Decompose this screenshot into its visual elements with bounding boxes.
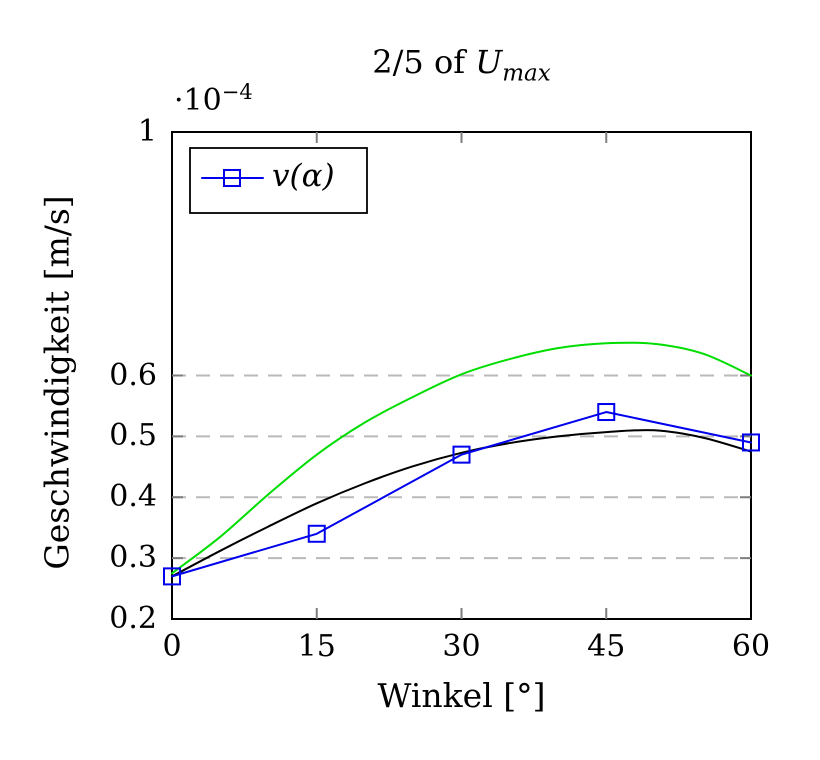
data-point-marker [163,567,181,586]
data-point-marker [307,524,326,543]
y-tick-label: 0.2 [109,601,157,636]
y-tick-label: 1 [137,114,157,149]
x-tick-label: 45 [587,629,626,664]
legend-sample-marker [223,169,241,187]
x-tick-label: 60 [731,629,771,664]
title-variable: U [475,43,503,81]
x-axis-label: Winkel [°] [377,676,546,715]
chart-title: 2/5 of Umax [172,44,751,87]
y-tick-label: 0.6 [109,357,157,393]
data-point-marker [742,433,760,452]
data-point-marker [597,403,616,422]
multiplier-base: ·10 [174,83,222,118]
x-tick-label: 15 [297,629,336,664]
legend-label: v(α) [272,158,335,194]
reference-curve-line [171,341,752,575]
multiplier-exponent: −4 [221,80,253,104]
y-tick-label: 0.5 [109,418,157,454]
title-subscript: max [502,60,551,87]
y-tick-label: 0.3 [109,540,157,576]
legend-box [189,147,368,214]
fit-curve-line [171,429,752,578]
y-axis-multiplier: ·10−4 [174,82,253,116]
v(α)-line [171,411,752,578]
title-prefix: 2/5 of [372,43,476,81]
x-tick-label: 30 [442,629,481,664]
x-tick-label: 0 [162,629,182,664]
y-tick-label: 0.4 [109,479,157,515]
data-point-marker [452,445,471,464]
